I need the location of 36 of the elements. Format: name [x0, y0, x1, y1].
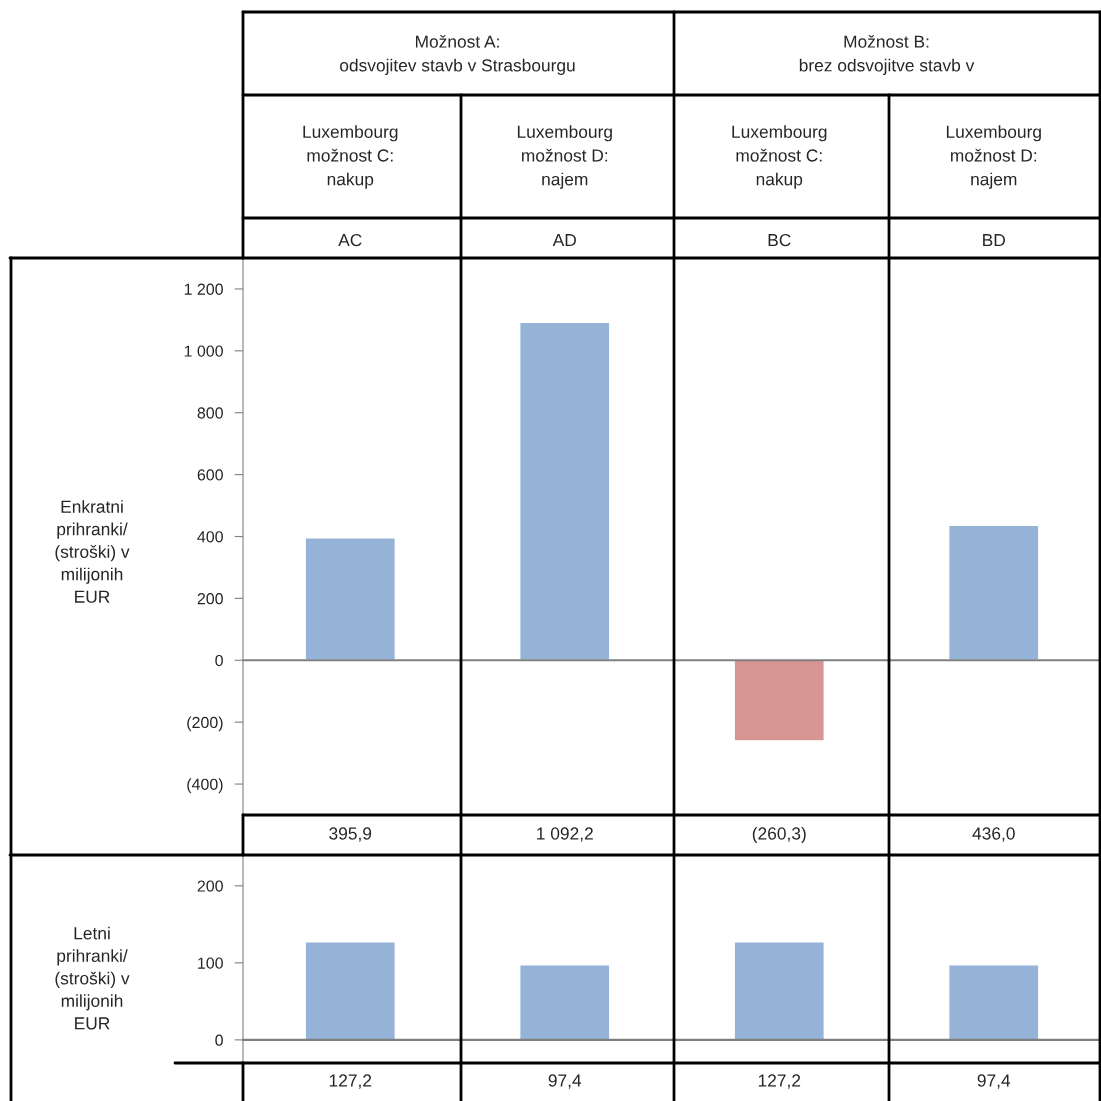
- y-axis-title: Letni prihranki/ (stroški) v milijonih EUR: [55, 926, 130, 1030]
- data-label: 97,4: [977, 1074, 1011, 1089]
- data-label: (260,3): [752, 826, 806, 844]
- bar: [304, 537, 396, 661]
- text: Možnost A: odsvojitev stavb v Strasbourgu: [340, 34, 575, 75]
- y-tick-label: 600: [197, 469, 223, 481]
- data-label: 436,0: [972, 827, 1015, 842]
- text: Možnost B: brez odsvojitve stavb v: [799, 34, 975, 75]
- bar: [733, 659, 825, 742]
- y-tick-label: 200: [197, 880, 223, 892]
- x-tick-label: BC: [768, 233, 791, 247]
- y-tick-label: 0: [215, 654, 223, 667]
- text: Luxembourg možnost D: najem: [517, 125, 612, 189]
- y-tick-label: 200: [197, 593, 223, 605]
- bar: [519, 321, 611, 661]
- y-tick-label: 1 200: [184, 283, 223, 295]
- y-axis-title: Enkratni prihranki/ (stroški) v milijonih EUR: [55, 500, 130, 603]
- y-tick-label: (400): [187, 778, 223, 794]
- data-label: 127,2: [758, 1074, 801, 1089]
- y-tick-label: 100: [198, 957, 223, 969]
- data-label: 97,4: [548, 1074, 582, 1089]
- text: Luxembourg možnost D: najem: [946, 125, 1041, 189]
- x-tick-label: AC: [338, 233, 362, 247]
- y-tick-label: (200): [187, 716, 223, 732]
- text: Luxembourg možnost C: nakup: [303, 125, 398, 189]
- x-tick-label: BD: [983, 234, 1005, 247]
- y-tick-label: 0: [215, 1034, 223, 1046]
- data-label: 395,9: [329, 827, 372, 842]
- y-tick-label: 400: [197, 531, 223, 543]
- bar: [948, 524, 1040, 661]
- x-tick-label: AD: [552, 234, 576, 247]
- data-label: 127,2: [329, 1074, 372, 1089]
- y-tick-label: 800: [197, 407, 223, 419]
- y-tick-label: 1 000: [184, 345, 223, 357]
- data-label: 1 092,2: [537, 827, 593, 842]
- text: Luxembourg možnost C: nakup: [732, 125, 827, 189]
